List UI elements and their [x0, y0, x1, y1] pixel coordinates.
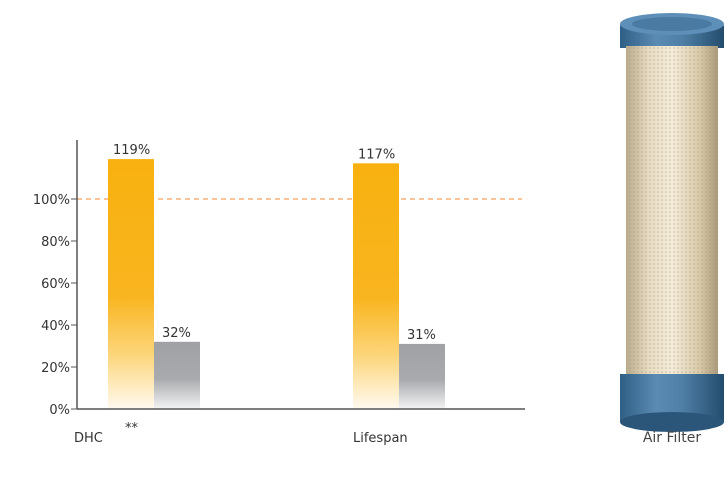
category-label: DHC [74, 431, 103, 446]
data-label: 119% [113, 143, 150, 158]
y-tick-label: 80% [41, 235, 70, 250]
y-tick-label: 60% [41, 277, 70, 292]
category-footnote-marker: ** [125, 421, 139, 436]
secondary-bar-dhc [154, 341, 200, 409]
data-label: 117% [358, 147, 395, 162]
data-label: 31% [407, 328, 436, 343]
air-filter-image [620, 13, 724, 432]
product-caption: Air Filter [642, 430, 702, 446]
bar-chart: 0% 20% 40% 60% 80% 100% 119% 117% 32% 31% DHC Lifes… [33, 140, 525, 446]
y-tick-label: 0% [49, 403, 70, 418]
y-tick-label: 20% [41, 361, 70, 376]
category-label: Lifespan [353, 431, 408, 446]
secondary-bar-lifespan [399, 343, 445, 409]
y-tick-label: 100% [33, 193, 70, 208]
primary-bar-lifespan [353, 163, 399, 409]
primary-bar-dhc [108, 159, 154, 409]
data-label: 32% [162, 326, 191, 341]
y-tick-label: 40% [41, 319, 70, 334]
